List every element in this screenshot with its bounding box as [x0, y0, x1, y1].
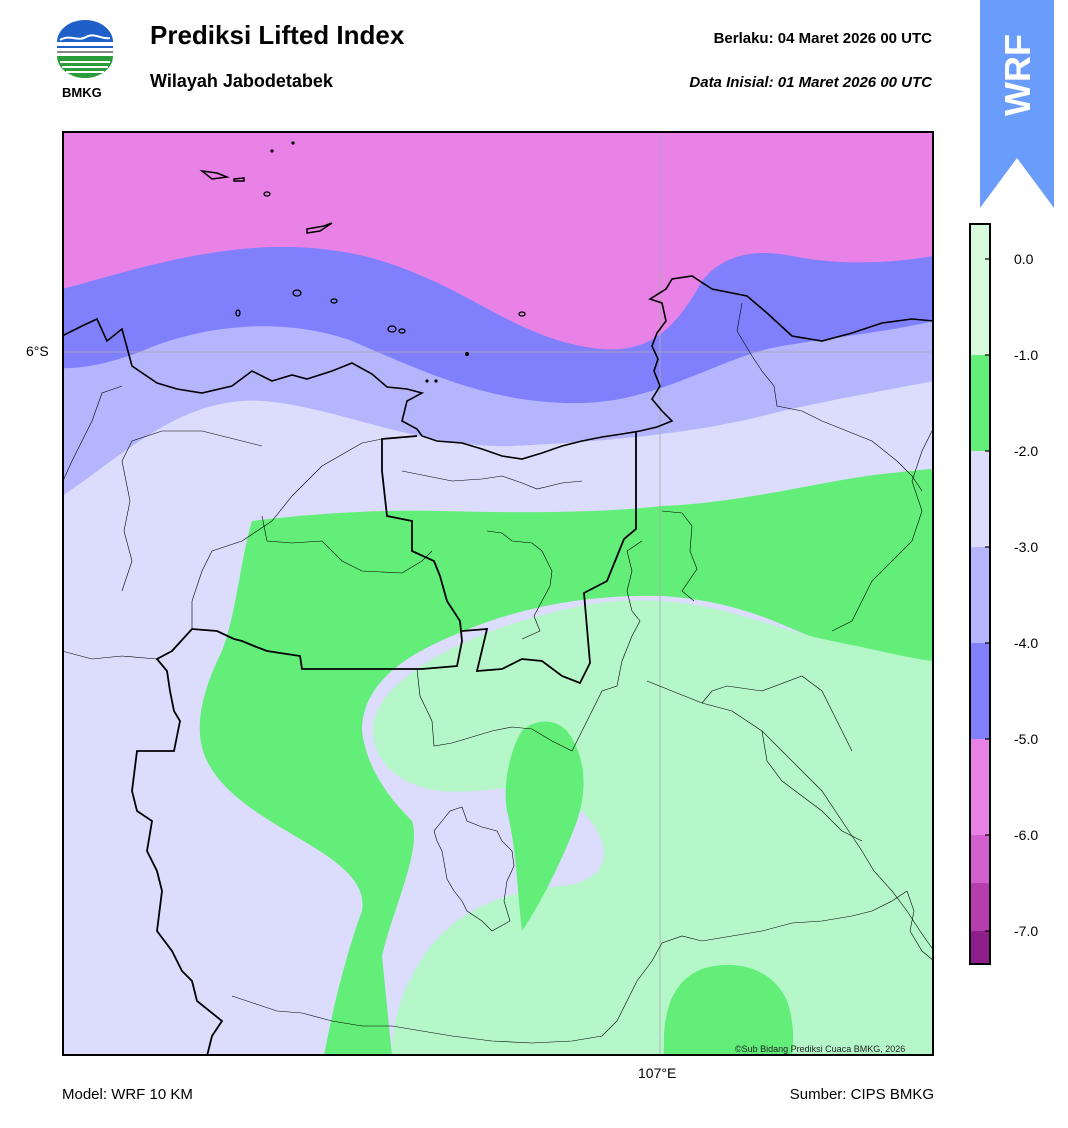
lat-label: 6°S	[26, 343, 49, 359]
logo-text: BMKG	[62, 85, 102, 100]
colorbar-tick: -4.0	[1014, 635, 1039, 651]
colorbar-tick: -1.0	[1014, 347, 1039, 363]
model-label: Model: WRF 10 KM	[62, 1086, 193, 1103]
colorbar-tick: -6.0	[1014, 827, 1039, 843]
source-label: Sumber: CIPS BMKG	[789, 1086, 934, 1103]
init-time: Data Inisial: 01 Maret 2026 00 UTC	[689, 74, 932, 91]
li-band-1-0	[373, 600, 934, 1056]
lifted-index-map	[62, 131, 934, 1056]
lon-label: 107°E	[638, 1065, 677, 1081]
regency-borders	[62, 302, 934, 1044]
valid-time: Berlaku: 04 Maret 2026 00 UTC	[713, 30, 932, 47]
colorbar-tick: 0.0	[1014, 251, 1034, 267]
map-frame	[62, 131, 934, 1056]
map-title: Prediksi Lifted Index	[150, 20, 405, 50]
copyright-text: ©Sub Bidang Prediksi Cuaca BMKG, 2026	[735, 1044, 906, 1054]
li-band-green	[199, 469, 934, 1056]
colorbar-tick: -2.0	[1014, 443, 1039, 459]
colorbar-tick: -5.0	[1014, 731, 1039, 747]
province-border	[233, 431, 637, 685]
li-band-green-blob	[663, 964, 794, 1056]
coastline	[62, 275, 934, 460]
wrf-badge	[980, 0, 1054, 208]
colorbar-tick: -3.0	[1014, 539, 1039, 555]
colorbar-tick: -7.0	[1014, 923, 1039, 939]
li-band-6-5	[62, 131, 934, 350]
bmkg-logo	[52, 20, 118, 84]
wrf-badge-label: WRF	[997, 34, 1038, 116]
map-subtitle: Wilayah Jabodetabek	[150, 71, 333, 91]
colorbar	[969, 223, 991, 965]
